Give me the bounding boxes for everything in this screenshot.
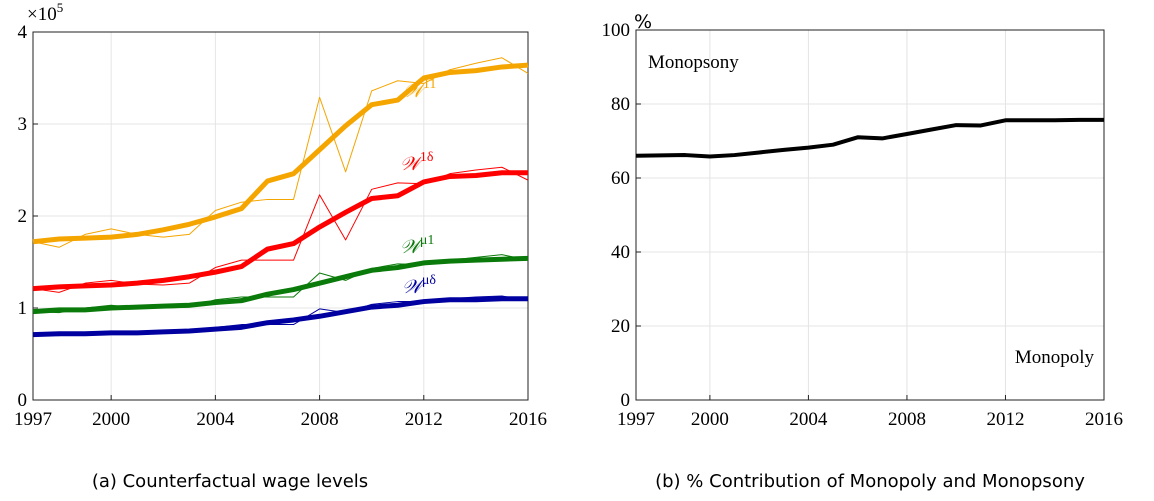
annotation: Monopsony [648, 52, 739, 73]
multiplier-exponent: 5 [57, 0, 64, 15]
x-tick-label: 2016 [1085, 409, 1123, 430]
label-base: 𝒲 [403, 81, 427, 102]
y-tick-label: 100 [602, 20, 631, 41]
y-tick-label: 2 [18, 206, 28, 227]
plot-frame [635, 29, 1105, 401]
line [635, 117, 1104, 159]
x-tick-label: 2016 [509, 409, 547, 430]
label-superscript: μ1 [420, 233, 435, 248]
caption: (a) Counterfactual wage levels [92, 471, 368, 492]
y-tick-label: 3 [18, 114, 28, 135]
x-tick-label: 1997 [14, 409, 52, 430]
plot-frame [32, 31, 529, 401]
line [32, 62, 529, 245]
y-tick-label: 4 [18, 22, 28, 43]
label-base: 𝒲 [400, 237, 424, 258]
line-label: 𝒲μ1 [400, 233, 434, 258]
label-superscript: 1δ [420, 150, 434, 165]
x-tick-label: 2000 [92, 409, 130, 430]
y-tick-label: 60 [611, 168, 630, 189]
x-tick-label: 2012 [986, 409, 1024, 430]
y-tick-label: 80 [611, 94, 630, 115]
line [32, 255, 529, 315]
label-superscript: 11 [423, 77, 436, 92]
axis-multiplier: ×105 [27, 0, 63, 25]
x-tick-label: 1997 [617, 409, 655, 430]
line [32, 296, 528, 338]
x-tick-label: 2004 [196, 409, 235, 430]
line-label: 𝒲μδ [402, 273, 436, 298]
line [32, 170, 528, 292]
line [32, 57, 529, 248]
y-tick-label: 0 [621, 390, 631, 411]
label-base: 𝒲 [402, 277, 426, 298]
annotation: Monopoly [1015, 347, 1095, 368]
multiplier-base: ×10 [27, 4, 57, 25]
x-tick-label: 2004 [789, 409, 828, 430]
y-tick-label: 40 [611, 242, 630, 263]
x-tick-label: 2008 [888, 409, 926, 430]
x-tick-label: 2012 [405, 409, 443, 430]
label-superscript: μδ [422, 273, 437, 288]
y-tick-label: 0 [18, 390, 28, 411]
label-base: 𝒲 [400, 154, 424, 175]
line-label: 𝒲11 [403, 77, 436, 102]
y-tick-label: 1 [18, 298, 28, 319]
y-axis-label: % [634, 11, 652, 33]
x-tick-label: 2008 [301, 409, 339, 430]
line-label: 𝒲1δ [400, 150, 434, 175]
y-tick-label: 20 [611, 316, 630, 337]
caption: (b) % Contribution of Monopoly and Monop… [655, 471, 1085, 492]
x-tick-label: 2000 [691, 409, 729, 430]
